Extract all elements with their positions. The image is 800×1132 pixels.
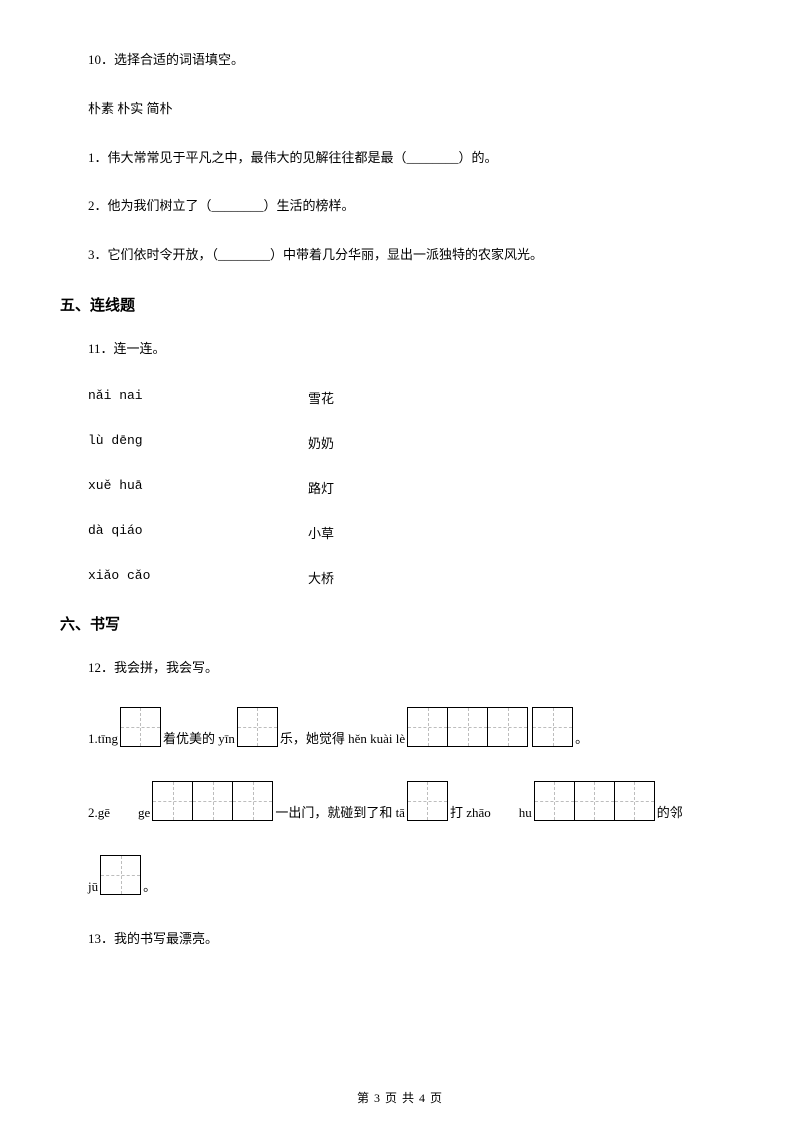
writing-grid[interactable] bbox=[407, 707, 528, 747]
match-right: 奶奶 bbox=[308, 433, 334, 452]
match-row: xuě huā 路灯 bbox=[88, 478, 740, 497]
page-footer: 第 3 页 共 4 页 bbox=[0, 1089, 800, 1106]
writing-grid[interactable] bbox=[407, 781, 448, 821]
grid-cell[interactable] bbox=[237, 707, 277, 747]
text: 的邻 bbox=[657, 806, 683, 821]
writing-grid[interactable] bbox=[120, 707, 161, 747]
text: hu bbox=[519, 806, 532, 821]
grid-cell[interactable] bbox=[447, 707, 487, 747]
grid-cell[interactable] bbox=[120, 707, 160, 747]
q10-prompt: 10．选择合适的词语填空。 bbox=[88, 50, 740, 71]
q10-item3: 3．它们依时令开放，（________）中带着几分华丽，显出一派独特的农家风光。 bbox=[88, 245, 740, 266]
match-left: dà qiáo bbox=[88, 523, 308, 542]
q12-line1: 1.tīng 着优美的 yīn 乐，她觉得 hěn kuài lè 。 bbox=[60, 707, 740, 747]
text: 2.gē bbox=[88, 806, 110, 821]
q10-item1: 1．伟大常常见于平凡之中，最伟大的见解往往都是最（________）的。 bbox=[88, 148, 740, 169]
text: 1.tīng bbox=[88, 732, 118, 747]
grid-cell[interactable] bbox=[232, 781, 272, 821]
match-left: lù dēng bbox=[88, 433, 308, 452]
match-left: xiǎo cǎo bbox=[88, 568, 308, 587]
text: 一出门，就碰到了和 tā bbox=[275, 806, 405, 821]
match-row: dà qiáo 小草 bbox=[88, 523, 740, 542]
grid-cell[interactable] bbox=[487, 707, 527, 747]
q12-line2: 2.gē ge 一出门，就碰到了和 tā 打 zhāo hu 的邻 bbox=[60, 781, 740, 821]
match-right: 雪花 bbox=[308, 388, 334, 407]
text: ge bbox=[138, 806, 150, 821]
text: 着优美的 yīn bbox=[163, 732, 235, 747]
section6-title: 六、书写 bbox=[60, 613, 740, 634]
q10-item2: 2．他为我们树立了（________）生活的榜样。 bbox=[88, 196, 740, 217]
grid-cell[interactable] bbox=[534, 781, 574, 821]
match-row: nǎi nai 雪花 bbox=[88, 388, 740, 407]
text: jū bbox=[88, 880, 98, 895]
text: 。 bbox=[143, 880, 156, 895]
grid-cell[interactable] bbox=[532, 707, 572, 747]
grid-cell[interactable] bbox=[100, 855, 140, 895]
match-right: 路灯 bbox=[308, 478, 334, 497]
q11-prompt: 11．连一连。 bbox=[88, 339, 740, 360]
writing-grid[interactable] bbox=[532, 707, 573, 747]
q13-prompt: 13．我的书写最漂亮。 bbox=[88, 929, 740, 950]
match-row: xiǎo cǎo 大桥 bbox=[88, 568, 740, 587]
match-table: nǎi nai 雪花 lù dēng 奶奶 xuě huā 路灯 dà qiáo… bbox=[60, 388, 740, 587]
match-right: 大桥 bbox=[308, 568, 334, 587]
match-row: lù dēng 奶奶 bbox=[88, 433, 740, 452]
grid-cell[interactable] bbox=[407, 781, 447, 821]
q12-line3: jū 。 bbox=[78, 855, 740, 895]
grid-cell[interactable] bbox=[152, 781, 192, 821]
section5-title: 五、连线题 bbox=[60, 294, 740, 315]
grid-cell[interactable] bbox=[407, 707, 447, 747]
match-right: 小草 bbox=[308, 523, 334, 542]
match-left: nǎi nai bbox=[88, 388, 308, 407]
match-left: xuě huā bbox=[88, 478, 308, 497]
writing-grid[interactable] bbox=[237, 707, 278, 747]
writing-grid[interactable] bbox=[152, 781, 273, 821]
text: 乐，她觉得 hěn kuài lè bbox=[280, 732, 405, 747]
grid-cell[interactable] bbox=[192, 781, 232, 821]
text: 打 zhāo bbox=[450, 806, 491, 821]
grid-cell[interactable] bbox=[614, 781, 654, 821]
writing-grid[interactable] bbox=[534, 781, 655, 821]
text: 。 bbox=[575, 732, 588, 747]
q12-prompt: 12．我会拼，我会写。 bbox=[88, 658, 740, 679]
grid-cell[interactable] bbox=[574, 781, 614, 821]
q10-words: 朴素 朴实 简朴 bbox=[88, 99, 740, 120]
writing-grid[interactable] bbox=[100, 855, 141, 895]
